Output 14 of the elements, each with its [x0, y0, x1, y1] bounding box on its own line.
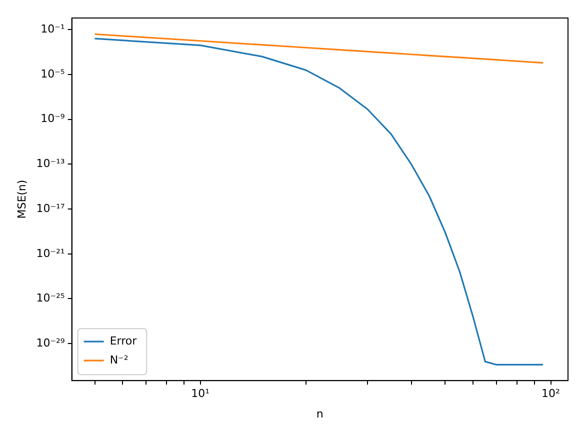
y-tick-label: 10⁻¹ [40, 22, 65, 36]
legend-label: N⁻² [110, 353, 128, 366]
x-tick-label: 10² [542, 387, 560, 400]
y-tick-label: 10⁻²⁵ [36, 292, 65, 305]
y-tick-label: 10⁻¹³ [36, 157, 65, 170]
x-axis-title: n [316, 407, 324, 420]
y-axis-title: MSE(n) [15, 180, 28, 219]
y-tick-label: 10⁻⁵ [40, 67, 65, 80]
y-tick-label: 10⁻²⁹ [36, 336, 65, 350]
y-tick-label: 10⁻²¹ [36, 246, 65, 260]
x-tick-label: 10¹ [191, 387, 210, 400]
y-tick-label: 10⁻¹⁷ [36, 202, 65, 215]
legend-label: Error [110, 334, 138, 348]
y-tick-label: 10⁻⁹ [40, 112, 65, 126]
